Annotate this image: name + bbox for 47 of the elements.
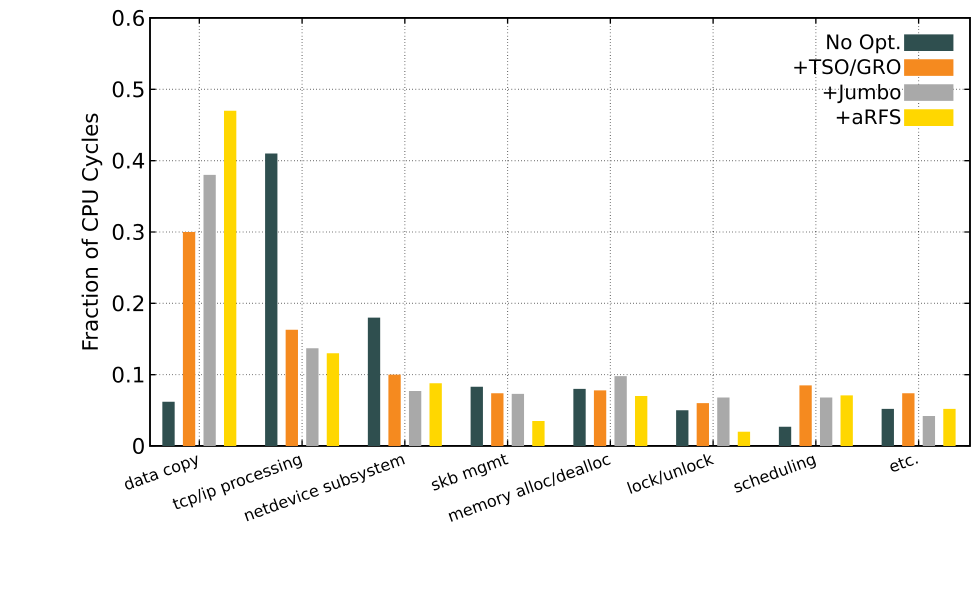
y-tick-label: 0.6 (112, 10, 144, 26)
bar (573, 388, 586, 446)
bar (738, 432, 750, 446)
y-tick-label: 0.4 (112, 152, 144, 169)
bar (532, 421, 545, 446)
legend-label: +aRFS (836, 109, 900, 124)
y-tick-label: 0.3 (112, 224, 144, 240)
bar (408, 391, 422, 446)
y-axis-title: Fraction of CPU Cycles (82, 114, 102, 350)
y-tick-label: 0.5 (112, 81, 144, 98)
bar (594, 390, 606, 446)
bar (614, 376, 627, 446)
bar (286, 330, 298, 446)
bar (717, 397, 730, 446)
y-tick-label: 0.1 (112, 366, 144, 383)
x-tick-label: etc. (890, 456, 918, 472)
x-tick-label: skb mgmt (432, 454, 509, 490)
bar (326, 353, 340, 446)
bar (676, 410, 688, 446)
bar (491, 393, 504, 446)
bar (182, 232, 196, 446)
bar (224, 110, 236, 446)
bar (778, 426, 792, 446)
bar (840, 395, 853, 446)
bar (696, 403, 709, 446)
bar (470, 386, 483, 446)
legend-label: +TSO/GRO (794, 59, 900, 76)
bar (203, 174, 216, 446)
legend-label: No Opt. (827, 34, 900, 54)
bar (635, 396, 648, 446)
legend-label: +Jumbo (824, 84, 900, 104)
y-tick-label: 0 (133, 438, 144, 454)
bar (799, 385, 812, 446)
bar (820, 397, 832, 446)
bar (882, 408, 894, 446)
bar (368, 318, 380, 446)
bar (430, 383, 442, 446)
bar (306, 348, 319, 446)
bar (922, 416, 936, 446)
bar (265, 154, 278, 446)
y-tick-label: 0.2 (112, 295, 144, 312)
bar (388, 374, 401, 446)
x-tick-label: data copy (125, 455, 198, 490)
bar (162, 402, 175, 446)
bar (512, 394, 524, 446)
bar (943, 408, 956, 446)
bar (902, 393, 915, 446)
